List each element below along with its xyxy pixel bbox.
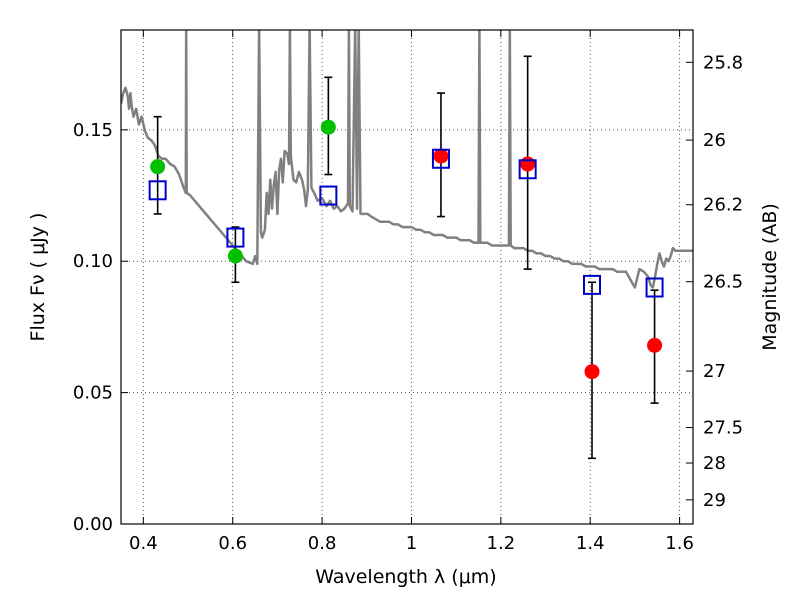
red-point xyxy=(520,156,536,172)
y-tick-label: 0.00 xyxy=(73,514,113,535)
data-markers xyxy=(148,119,664,380)
model-box-point xyxy=(148,180,167,201)
right-tick-label: 27 xyxy=(703,361,726,382)
right-tick-label: 25.8 xyxy=(703,52,743,73)
model-box-point xyxy=(431,148,450,169)
plot-frame xyxy=(120,29,694,525)
x-tick-label: 1.4 xyxy=(576,533,605,554)
y-tick-label: 0.10 xyxy=(73,251,113,272)
green-point xyxy=(320,119,336,135)
green-point xyxy=(227,248,243,264)
y-tick-label: 0.15 xyxy=(73,120,113,141)
x-tick-label: 1.6 xyxy=(665,533,694,554)
red-point xyxy=(647,337,663,353)
right-tick-label: 26.2 xyxy=(703,195,743,216)
x-tick-label: 0.6 xyxy=(218,533,247,554)
model-box-point xyxy=(319,185,338,206)
green-point xyxy=(150,159,166,175)
x-tick-label: 0.8 xyxy=(308,533,337,554)
grid xyxy=(121,30,693,525)
y-axis-label: Flux Fν ( μJy ) xyxy=(27,213,49,342)
x-tick-label: 0.4 xyxy=(129,533,158,554)
x-tick-label: 1 xyxy=(406,533,417,554)
x-axis-label: Wavelength λ (μm) xyxy=(315,566,496,588)
model-spectrum xyxy=(121,30,693,289)
x-tick-label: 1.2 xyxy=(487,533,516,554)
model-box-point xyxy=(518,159,537,180)
y-tick-label: 0.05 xyxy=(73,383,113,404)
red-point xyxy=(584,364,600,380)
right-tick-label: 28 xyxy=(703,453,726,474)
right-tick-label: 27.5 xyxy=(703,418,743,439)
model-box-point xyxy=(583,274,602,295)
right-tick-label: 29 xyxy=(703,490,726,511)
axis-ticks: 0.4 0.6 0.8 1 1.2 1.4 1.6 0.00 0.05 0.10 0.15 25.8 2… xyxy=(73,30,743,554)
model-box-point xyxy=(226,227,245,248)
red-point xyxy=(433,148,449,164)
model-spectrum-line xyxy=(121,30,693,289)
model-box-point xyxy=(645,277,664,298)
right-tick-label: 26.5 xyxy=(703,272,743,293)
right-tick-label: 26 xyxy=(703,130,726,151)
y-axis-right-label: Magnitude (AB) xyxy=(759,203,781,351)
